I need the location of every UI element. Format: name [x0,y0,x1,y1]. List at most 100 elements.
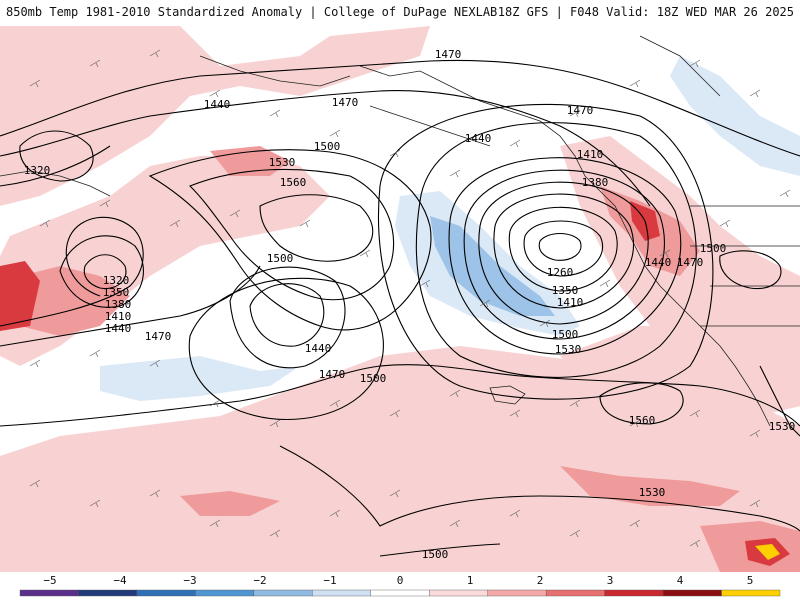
contour-line [478,181,649,325]
legend-color-swatch [195,589,255,597]
contour-line [0,216,144,327]
contour-line [759,365,800,437]
legend-color-swatch [19,589,79,597]
contour-label: 1380 [582,176,609,189]
coastline [0,170,111,197]
contour-label: 1320 [103,274,130,287]
contour-line [448,157,682,355]
legend-tick-label: 3 [607,574,614,587]
contour-label: 1470 [145,330,172,343]
contour-label: 1500 [314,140,341,153]
legend-color-bar [19,589,781,597]
legend-color-swatch [721,589,781,597]
contour-label: 1440 [105,322,132,335]
legend-tick-label: 2 [537,574,544,587]
contour-label: 1530 [555,343,582,356]
coastlines [0,35,800,427]
warm-anomaly-area [755,544,780,560]
contour-line [538,232,582,261]
legend-color-swatch [78,589,138,597]
contour-label: 1320 [24,164,51,177]
contour-label: 1410 [557,296,584,309]
contour-line [249,283,325,347]
legend-color-swatch [662,589,722,597]
contour-label: 1500 [267,252,294,265]
coastline [199,55,351,87]
contour-label: 1440 [204,98,231,111]
height-contours [0,59,800,557]
cold-anomaly-area [100,356,300,401]
legend-tick-label: 1 [467,574,474,587]
contour-labels: 1470 1470 1440 1470 1530 1560 1440 1320 1500 1410… [24,48,796,561]
contour-line [189,168,395,301]
legend-color-swatch [429,589,488,597]
contour-label: 1440 [645,256,672,269]
model-run-info: 18Z GFS | F048 Valid: 18Z WED MAR 26 202… [497,5,794,19]
contour-label: 1440 [305,342,332,355]
contour-label: 1530 [639,486,666,499]
cold-anomaly-area [430,216,555,316]
map-title: 850mb Temp 1981-2010 Standardized Anomal… [6,5,498,19]
legend-color-swatch [370,589,430,597]
cold-anomaly-area [670,56,800,176]
contour-label: 1350 [552,284,579,297]
contour-label: 1470 [319,368,346,381]
contour-label: 1500 [360,372,387,385]
legend-tick-label: 4 [677,574,684,587]
contour-line [508,206,618,292]
legend-tick-label: −1 [323,574,336,587]
warm-anomaly-area [560,466,740,506]
contour-line [0,145,111,187]
legend-tick-label: 0 [397,574,404,587]
coastline [359,65,771,427]
legend-color-swatch [136,589,196,597]
contour-label: 1350 [103,286,130,299]
contour-line [493,193,635,309]
wind-barb [29,479,761,548]
border-line [690,205,800,327]
legend-color-swatch [253,589,313,597]
contour-line [83,254,127,290]
wind-barb [39,189,791,328]
warm-anomaly-area [20,266,130,336]
contour-label: 1380 [105,298,132,311]
contour-line [599,382,684,425]
wind-barb [29,349,761,438]
warm-anomaly-area [210,146,290,176]
legend-tick-label: −2 [253,574,266,587]
contour-label: 1560 [629,414,656,427]
contour-label: 1260 [547,266,574,279]
contour-line [188,277,384,420]
coastline [489,385,526,405]
contour-line [59,235,144,308]
contour-label: 1470 [435,48,462,61]
legend-tick-label: 5 [747,574,754,587]
contour-line [0,90,651,207]
contour-line [463,169,665,340]
contour-label: 1410 [577,148,604,161]
contour-label: 1410 [105,310,132,323]
legend-color-swatch [312,589,371,597]
legend-color-swatch [487,589,547,597]
wind-barbs [29,49,791,548]
contour-label: 1530 [269,156,296,169]
contour-line [415,122,697,378]
contour-label: 1530 [769,420,796,433]
contour-line [379,543,501,557]
warm-anomaly-area [180,491,280,516]
anomaly-shading [0,26,800,572]
contour-label: 1470 [567,104,594,117]
color-legend: −5 −4 −3 −2 −1 0 1 2 3 4 5 [0,572,800,600]
contour-label: 1500 [422,548,449,561]
warm-anomaly-area [0,26,430,206]
anomaly-map: 1470 1470 1440 1470 1530 1560 1440 1320 1500 1410… [0,26,800,572]
contour-label: 1500 [700,242,727,255]
contour-label: 1560 [280,176,307,189]
contour-line [148,149,432,331]
contour-line [229,266,346,369]
legend-color-swatch [545,589,605,597]
contour-line [719,250,782,290]
contour-label: 1470 [332,96,359,109]
coastline [369,105,491,147]
contour-line [0,364,800,427]
